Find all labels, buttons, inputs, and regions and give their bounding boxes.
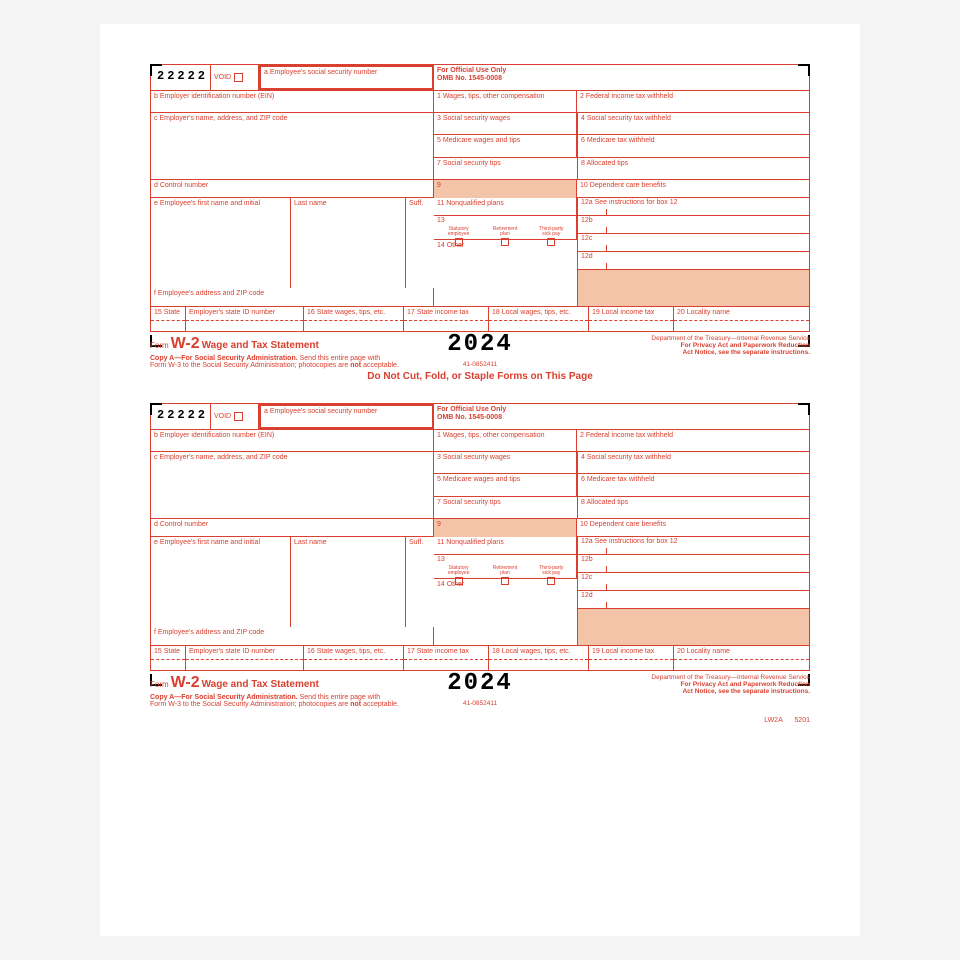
- box-14[interactable]: 14 Other: [434, 579, 577, 645]
- box-16[interactable]: 16 State wages, tips, etc.: [304, 646, 404, 670]
- form-footer: Form W-2 Wage and Tax Statement 2024 Dep…: [150, 674, 810, 724]
- statement-title: Wage and Tax Statement: [202, 340, 319, 351]
- official-use: For Official Use OnlyOMB No. 1545-0008: [434, 65, 809, 90]
- box-2[interactable]: 2 Federal income tax withheld: [577, 91, 809, 112]
- box-e-lastname[interactable]: Last name: [291, 198, 406, 288]
- box-12-shaded: [578, 609, 809, 645]
- box-14[interactable]: 14 Other: [434, 240, 577, 306]
- box-17[interactable]: 17 State income tax: [404, 307, 489, 331]
- box-17[interactable]: 17 State income tax: [404, 646, 489, 670]
- box-5[interactable]: 5 Medicare wages and tips: [434, 474, 577, 496]
- form-word: Form: [150, 341, 169, 350]
- box-15-ein[interactable]: Employer's state ID number: [186, 646, 304, 670]
- box-3[interactable]: 3 Social security wages: [434, 452, 577, 474]
- box-12c[interactable]: 12c: [578, 573, 809, 591]
- w2-form-bottom: 22222 VOID a Employee's social security …: [150, 403, 810, 724]
- box-6[interactable]: 6 Medicare tax withheld: [578, 135, 809, 157]
- form-code: 22222: [151, 404, 211, 429]
- box-e-firstname[interactable]: e Employee's first name and initial: [151, 198, 291, 288]
- box-e-lastname[interactable]: Last name: [291, 537, 406, 627]
- void-checkbox[interactable]: [234, 73, 243, 82]
- void-label: VOID: [214, 413, 231, 420]
- box-12a[interactable]: 12a See instructions for box 12: [578, 198, 809, 216]
- box-13: 13 Statutoryemployee Retirementplan Thir…: [434, 216, 577, 240]
- w2-title: W-2: [171, 674, 200, 691]
- box-f-address[interactable]: f Employee's address and ZIP code: [151, 288, 434, 306]
- w2-form-top: 22222 VOID a Employee's social security …: [150, 64, 810, 385]
- void-cell: VOID: [211, 404, 259, 429]
- do-not-cut: Do Not Cut, Fold, or Staple Forms on Thi…: [150, 371, 810, 382]
- box-11[interactable]: 11 Nonqualified plans: [434, 537, 577, 555]
- box-7[interactable]: 7 Social security tips: [434, 497, 577, 518]
- w2-title: W-2: [171, 335, 200, 352]
- catalog-number: 41-0852411: [463, 361, 497, 368]
- box-4[interactable]: 4 Social security tax withheld: [578, 452, 809, 474]
- box-12-shaded: [578, 270, 809, 306]
- box-20[interactable]: 20 Locality name: [674, 307, 809, 331]
- box-18[interactable]: 18 Local wages, tips, etc.: [489, 307, 589, 331]
- catalog-number: 41-0852411: [463, 700, 497, 707]
- box-12a[interactable]: 12a See instructions for box 12: [578, 537, 809, 555]
- box-5[interactable]: 5 Medicare wages and tips: [434, 135, 577, 157]
- box-8[interactable]: 8 Allocated tips: [578, 158, 809, 179]
- box-10[interactable]: 10 Dependent care benefits: [577, 519, 809, 537]
- box-19[interactable]: 19 Local income tax: [589, 307, 674, 331]
- tax-year: 2024: [447, 331, 513, 358]
- box-16[interactable]: 16 State wages, tips, etc.: [304, 307, 404, 331]
- box-18[interactable]: 18 Local wages, tips, etc.: [489, 646, 589, 670]
- box-9: 9: [434, 519, 577, 537]
- box-12b[interactable]: 12b: [578, 216, 809, 234]
- form-word: Form: [150, 680, 169, 689]
- box-9: 9: [434, 180, 577, 198]
- form-code: 22222: [151, 65, 211, 90]
- void-cell: VOID: [211, 65, 259, 90]
- box-c-employer[interactable]: c Employer's name, address, and ZIP code: [151, 452, 434, 518]
- void-label: VOID: [214, 74, 231, 81]
- box-19[interactable]: 19 Local income tax: [589, 646, 674, 670]
- box-1[interactable]: 1 Wages, tips, other compensation: [434, 91, 577, 112]
- box-c-employer[interactable]: c Employer's name, address, and ZIP code: [151, 113, 434, 179]
- box-d-control[interactable]: d Control number: [151, 180, 434, 198]
- box-8[interactable]: 8 Allocated tips: [578, 497, 809, 518]
- box-15-ein[interactable]: Employer's state ID number: [186, 307, 304, 331]
- box-12d[interactable]: 12d: [578, 252, 809, 270]
- box-a-ssn[interactable]: a Employee's social security number: [259, 65, 434, 90]
- box-e-suffix[interactable]: Suff.: [406, 537, 434, 627]
- box-12d[interactable]: 12d: [578, 591, 809, 609]
- void-checkbox[interactable]: [234, 412, 243, 421]
- box-b-ein[interactable]: b Employer identification number (EIN): [151, 91, 434, 112]
- box-e-firstname[interactable]: e Employee's first name and initial: [151, 537, 291, 627]
- form-codes: LW2A 5201: [764, 717, 810, 724]
- box-13: 13 Statutoryemployee Retirementplan Thir…: [434, 555, 577, 579]
- box-b-ein[interactable]: b Employer identification number (EIN): [151, 430, 434, 451]
- box-4[interactable]: 4 Social security tax withheld: [578, 113, 809, 135]
- box-15-state[interactable]: 15 State: [151, 646, 186, 670]
- box-12b[interactable]: 12b: [578, 555, 809, 573]
- box-e-suffix[interactable]: Suff.: [406, 198, 434, 288]
- box-2[interactable]: 2 Federal income tax withheld: [577, 430, 809, 451]
- box-7[interactable]: 7 Social security tips: [434, 158, 577, 179]
- box-20[interactable]: 20 Locality name: [674, 646, 809, 670]
- form-footer: Form W-2 Wage and Tax Statement 2024 Dep…: [150, 335, 810, 385]
- box-6[interactable]: 6 Medicare tax withheld: [578, 474, 809, 496]
- statement-title: Wage and Tax Statement: [202, 679, 319, 690]
- box-11[interactable]: 11 Nonqualified plans: [434, 198, 577, 216]
- box-12c[interactable]: 12c: [578, 234, 809, 252]
- box-d-control[interactable]: d Control number: [151, 519, 434, 537]
- w2-page: 22222 VOID a Employee's social security …: [100, 24, 860, 936]
- dept-treasury: Department of the Treasury—Internal Reve…: [651, 335, 810, 356]
- official-use: For Official Use OnlyOMB No. 1545-0008: [434, 404, 809, 429]
- box-f-address[interactable]: f Employee's address and ZIP code: [151, 627, 434, 645]
- box-10[interactable]: 10 Dependent care benefits: [577, 180, 809, 198]
- box-3[interactable]: 3 Social security wages: [434, 113, 577, 135]
- dept-treasury: Department of the Treasury—Internal Reve…: [651, 674, 810, 695]
- tax-year: 2024: [447, 670, 513, 697]
- box-15-state[interactable]: 15 State: [151, 307, 186, 331]
- box-1[interactable]: 1 Wages, tips, other compensation: [434, 430, 577, 451]
- box-a-ssn[interactable]: a Employee's social security number: [259, 404, 434, 429]
